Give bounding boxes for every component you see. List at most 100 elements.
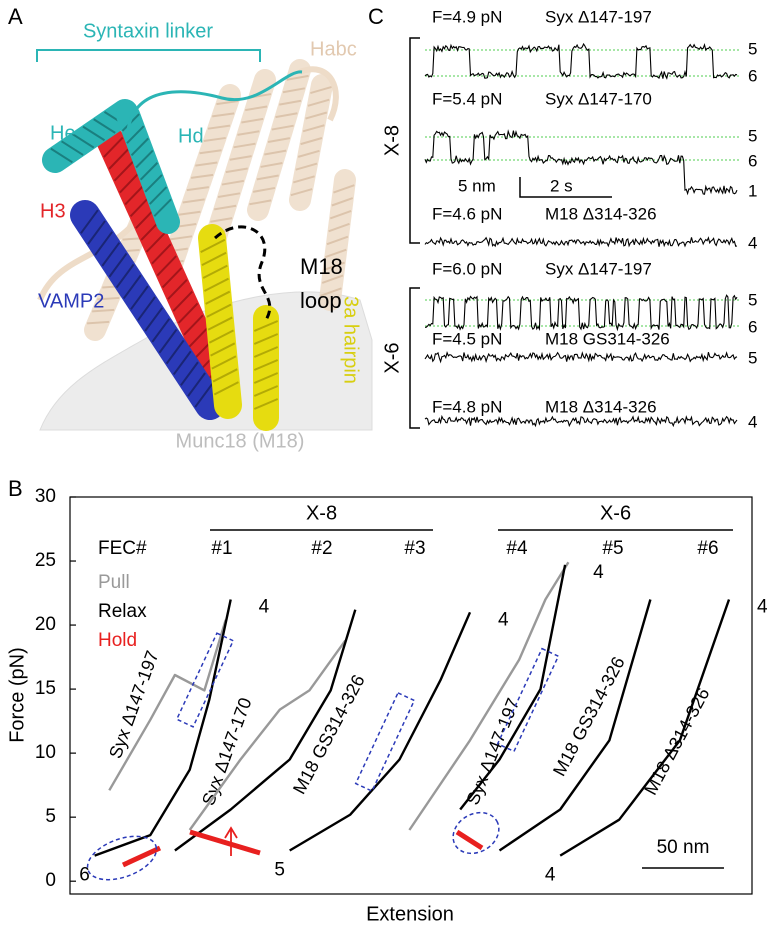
state-label: 4 bbox=[593, 562, 604, 583]
helix-turn bbox=[187, 372, 206, 397]
helix-turn bbox=[119, 172, 140, 194]
fec-number: #5 bbox=[602, 538, 623, 559]
group-label: X-8 bbox=[381, 125, 403, 156]
helix-turn bbox=[124, 184, 145, 206]
helix-turn bbox=[307, 98, 330, 107]
helix-turn bbox=[320, 287, 342, 297]
helix-turn bbox=[302, 124, 325, 133]
group-label: X-6 bbox=[381, 342, 403, 373]
helix-turn bbox=[169, 235, 193, 241]
helix bbox=[159, 84, 241, 281]
helix-turn bbox=[137, 296, 156, 321]
helix-turn bbox=[151, 318, 171, 343]
pull-curve bbox=[408, 561, 570, 831]
helix-turn bbox=[186, 186, 210, 192]
helix-turn bbox=[253, 333, 279, 345]
group-bracket bbox=[409, 287, 420, 429]
helix-turn bbox=[115, 263, 135, 289]
helix-turn bbox=[108, 148, 129, 170]
helix-turn bbox=[130, 285, 149, 310]
trace-construct: M18 Δ314-326 bbox=[545, 397, 657, 416]
helix-turn bbox=[241, 117, 264, 124]
x-axis-label: Extension bbox=[366, 903, 454, 925]
helix-turn bbox=[172, 350, 192, 376]
state-label: 5 bbox=[748, 126, 757, 145]
helix-turn bbox=[213, 381, 239, 396]
helix-turn bbox=[103, 136, 124, 158]
state-label: 5 bbox=[274, 859, 285, 880]
helix-turn bbox=[153, 198, 172, 217]
helix-turn bbox=[71, 133, 95, 149]
trace-force: F=6.0 pN bbox=[432, 259, 502, 278]
trace-force: F=4.5 pN bbox=[432, 329, 502, 348]
relax-curve bbox=[559, 599, 731, 857]
helix-turn bbox=[321, 274, 344, 284]
helix-turn bbox=[113, 160, 135, 182]
helix-turn bbox=[329, 209, 352, 220]
helix-turn bbox=[156, 255, 177, 277]
helix-turn bbox=[252, 186, 276, 193]
legend-title: FEC# bbox=[98, 538, 147, 559]
plot-frame bbox=[69, 496, 753, 895]
helix-turn bbox=[82, 125, 106, 142]
helix-turn bbox=[50, 147, 73, 164]
helix-turn bbox=[182, 198, 205, 204]
trace bbox=[424, 236, 738, 248]
helix-turn bbox=[300, 137, 323, 146]
helix-turn bbox=[326, 235, 349, 246]
scale-label: 5 nm bbox=[458, 176, 496, 195]
helix-turn bbox=[205, 290, 231, 305]
fec-label: Syx Δ147-197 bbox=[105, 648, 162, 761]
panel-label: C bbox=[368, 4, 384, 29]
helix-turn bbox=[279, 99, 302, 106]
helix-turn bbox=[190, 173, 214, 179]
helix-turn bbox=[202, 264, 228, 279]
helix-turn bbox=[108, 252, 128, 278]
helix-turn bbox=[297, 149, 320, 158]
scale-bar bbox=[519, 177, 612, 198]
helix-turn bbox=[129, 196, 151, 217]
helix-turn bbox=[295, 162, 318, 171]
helix-turn bbox=[200, 238, 226, 254]
helix-turn bbox=[214, 204, 237, 211]
trace bbox=[424, 350, 738, 364]
state-label: 4 bbox=[545, 865, 556, 886]
helix-turn bbox=[333, 184, 355, 194]
pull-curve bbox=[188, 639, 347, 831]
group-label: X-6 bbox=[600, 502, 631, 524]
helix-turn bbox=[264, 149, 287, 156]
helix-turn bbox=[203, 136, 226, 142]
helix-turn bbox=[310, 85, 332, 95]
bracket bbox=[36, 49, 261, 62]
pull-curve bbox=[108, 619, 227, 791]
helix-turn bbox=[135, 149, 154, 169]
helix bbox=[42, 99, 138, 173]
label: M18 bbox=[300, 254, 343, 279]
helix-turn bbox=[199, 149, 222, 155]
helix-turn bbox=[282, 87, 306, 94]
y-tick-label: 30 bbox=[35, 486, 56, 507]
helix-turn bbox=[253, 359, 279, 371]
helix-turn bbox=[165, 339, 185, 365]
helix-turn bbox=[293, 175, 315, 184]
state-label: 5 bbox=[748, 290, 757, 309]
legend-entry: Hold bbox=[98, 630, 137, 651]
y-tick-label: 5 bbox=[45, 806, 56, 827]
state-label: 1 bbox=[748, 181, 757, 200]
label: loop bbox=[300, 288, 342, 313]
helix-turn bbox=[86, 320, 110, 325]
m18-loop bbox=[213, 225, 272, 321]
y-tick-label: 25 bbox=[35, 550, 56, 571]
helix-turn bbox=[97, 296, 120, 301]
helix-turn bbox=[275, 112, 298, 119]
helix-turn bbox=[216, 100, 239, 106]
helix-turn bbox=[94, 231, 114, 256]
helix-turn bbox=[206, 303, 232, 318]
helix-turn bbox=[161, 267, 183, 289]
state-label: 4 bbox=[748, 233, 757, 252]
helix-turn bbox=[87, 220, 106, 245]
helix-turn bbox=[139, 162, 159, 181]
group-bracket bbox=[409, 37, 420, 244]
relax-curve bbox=[94, 599, 232, 857]
relax-curve bbox=[289, 611, 472, 852]
